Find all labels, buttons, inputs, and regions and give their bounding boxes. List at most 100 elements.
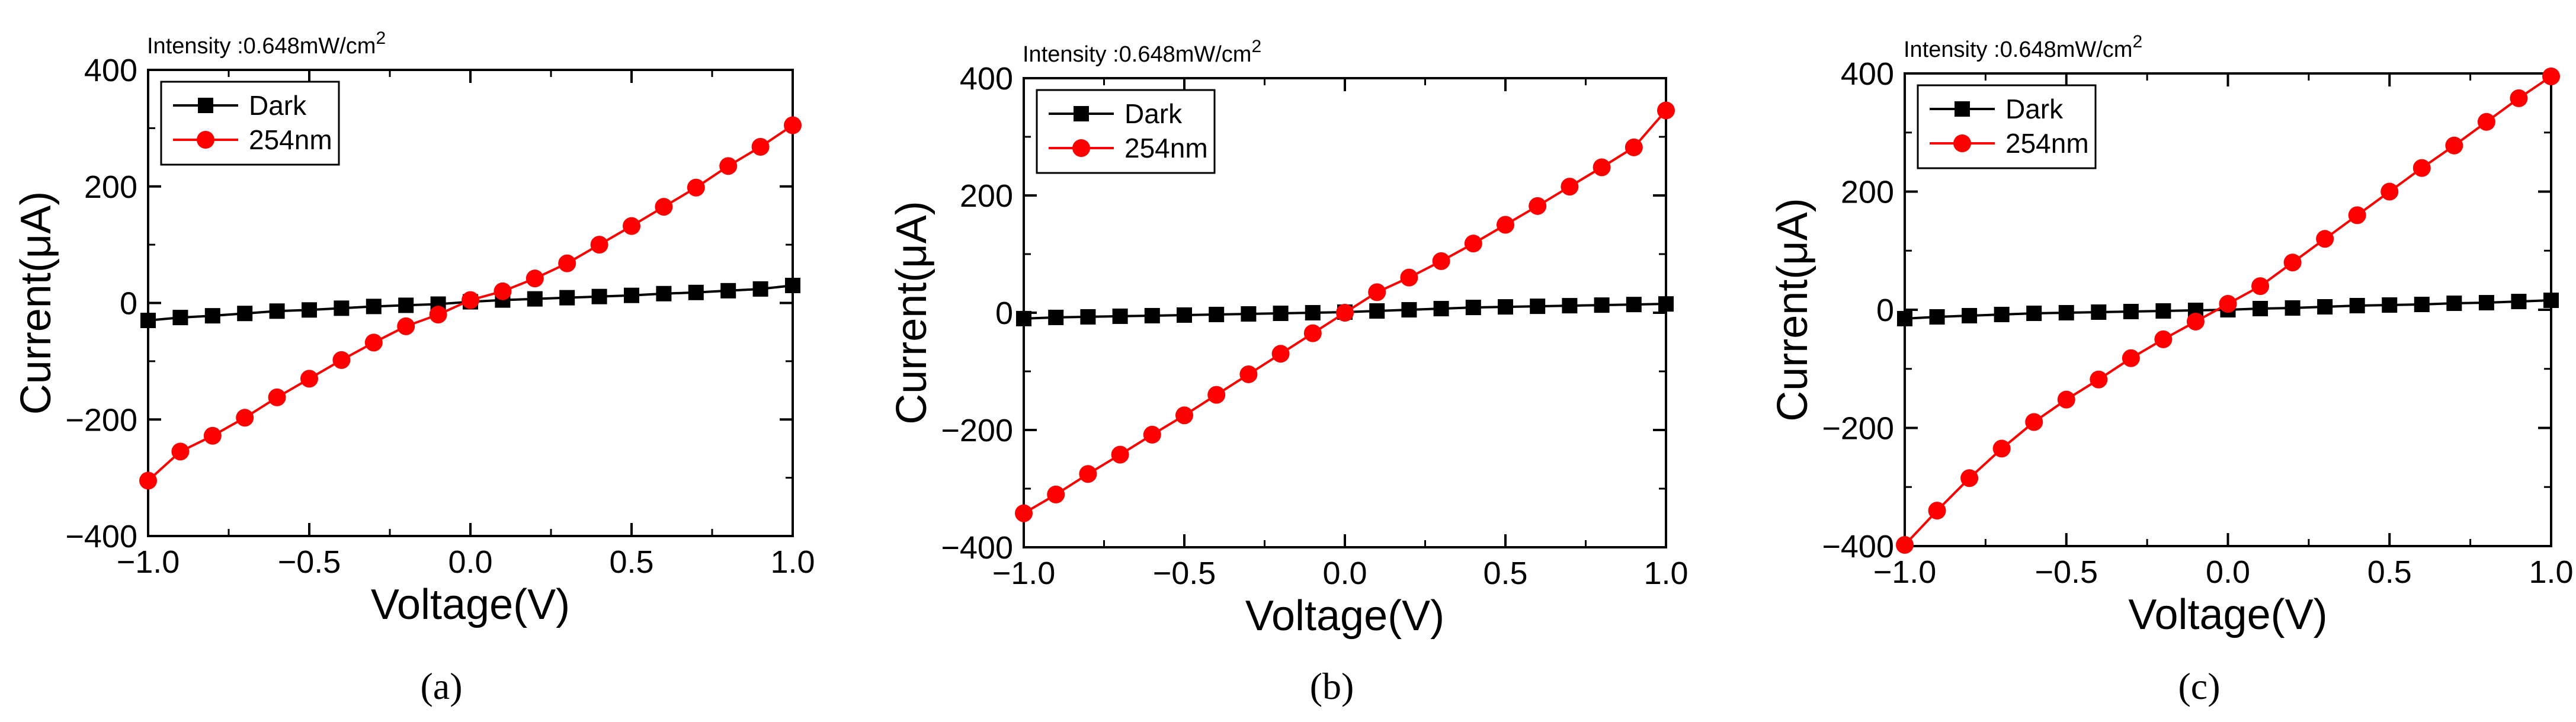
data-point-uv — [2090, 370, 2108, 389]
legend-box — [1917, 84, 2097, 169]
y-tick-label: −200 — [65, 402, 137, 438]
data-point-dark — [1433, 301, 1449, 317]
data-point-uv — [1336, 304, 1354, 322]
data-point-uv — [1464, 235, 1482, 253]
data-point-uv — [590, 236, 608, 254]
panel-label: (b) — [1310, 665, 1354, 707]
data-point-dark — [2285, 300, 2301, 316]
data-point-dark — [688, 284, 704, 300]
data-point-uv — [494, 282, 512, 300]
data-point-dark — [2317, 299, 2333, 315]
y-tick-label: 0 — [995, 296, 1013, 331]
y-tick-label: −400 — [1822, 529, 1894, 564]
data-point-uv — [1992, 439, 2011, 458]
data-point-uv — [655, 198, 673, 216]
data-point-uv — [526, 269, 544, 288]
data-point-uv — [2154, 330, 2173, 348]
data-point-uv — [1625, 138, 1643, 156]
data-point-dark — [1562, 298, 1578, 314]
data-point-uv — [1657, 101, 1675, 120]
data-point-dark — [1994, 306, 2010, 322]
data-point-dark — [1530, 299, 1546, 315]
x-axis-title: Voltage(V) — [2128, 591, 2327, 638]
x-tick-label: −0.5 — [2034, 554, 2098, 590]
data-point-dark — [559, 290, 575, 306]
x-axis-title: Voltage(V) — [371, 581, 570, 628]
data-point-uv — [171, 442, 190, 461]
data-point-uv — [397, 317, 415, 335]
data-point-uv — [2445, 136, 2463, 155]
data-point-dark — [1144, 307, 1160, 323]
x-tick-label: −1.0 — [992, 556, 1056, 591]
chart-panel-2: −1.0 −0.5 0.0 0.5 1.0 400 200 0 −200 −400 Voltage(… — [888, 37, 1689, 707]
data-point-dark — [2543, 293, 2559, 309]
data-point-dark — [302, 302, 317, 318]
data-point-dark — [1594, 297, 1610, 313]
data-point-dark — [204, 308, 220, 324]
data-point-uv — [1239, 365, 1258, 383]
legend-label: 254nm — [1124, 133, 1208, 163]
data-point-dark — [1112, 308, 1128, 324]
y-tick-label: 0 — [1876, 293, 1894, 328]
data-point-uv — [332, 351, 351, 369]
legend-marker-uv — [1072, 139, 1090, 157]
data-point-dark — [2446, 296, 2462, 312]
y-tick-label: −400 — [941, 530, 1013, 566]
series-uv — [1015, 101, 1675, 522]
x-tick-label: 0.5 — [2367, 554, 2412, 590]
y-axis-title: Current(μA) — [888, 201, 935, 425]
data-point-uv — [1432, 252, 1450, 270]
data-point-uv — [236, 409, 254, 427]
data-point-uv — [1111, 445, 1129, 464]
data-point-uv — [1497, 216, 1514, 234]
x-tick-label: −0.5 — [1153, 556, 1216, 591]
x-tick-label: 1.0 — [2529, 554, 2573, 590]
legend-label: Dark — [249, 90, 307, 121]
y-tick-label: 200 — [84, 169, 137, 205]
series-uv — [1896, 67, 2560, 554]
data-point-uv — [2412, 159, 2431, 177]
data-point-uv — [2380, 182, 2399, 201]
data-point-uv — [2025, 413, 2043, 431]
data-point-dark — [2414, 297, 2430, 313]
data-point-dark — [1305, 305, 1321, 320]
data-point-uv — [2219, 295, 2237, 313]
y-tick-label: 400 — [960, 61, 1013, 97]
legend-marker-uv — [197, 131, 214, 149]
data-point-uv — [2186, 312, 2205, 330]
data-point-dark — [591, 288, 607, 304]
data-point-dark — [656, 285, 672, 301]
panel-label: (a) — [420, 665, 462, 707]
x-axis-title: Voltage(V) — [1245, 592, 1444, 640]
data-point-dark — [1498, 299, 1513, 315]
data-point-dark — [1177, 307, 1192, 323]
data-point-uv — [1593, 158, 1611, 177]
y-tick-label: −200 — [1822, 411, 1894, 447]
data-point-dark — [1016, 310, 1031, 326]
y-axis-title: Current(μA) — [12, 191, 60, 415]
data-point-uv — [1928, 502, 1946, 520]
data-point-uv — [719, 157, 738, 175]
data-point-uv — [1896, 536, 1914, 554]
data-point-dark — [1209, 306, 1225, 322]
x-tick-label: −1.0 — [1873, 554, 1937, 590]
data-point-dark — [140, 313, 156, 329]
x-tick-label: 0.0 — [2206, 554, 2250, 590]
data-point-uv — [687, 178, 705, 197]
legend-label: 254nm — [2005, 128, 2089, 159]
data-point-dark — [1658, 296, 1674, 312]
data-point-uv — [203, 426, 222, 445]
data-point-dark — [2478, 295, 2494, 311]
x-tick-label: −0.5 — [278, 544, 341, 580]
data-point-dark — [752, 281, 768, 297]
data-point-dark — [2349, 298, 2365, 314]
data-point-uv — [623, 217, 640, 235]
y-tick-label: 400 — [84, 53, 137, 88]
legend-marker-dark — [1955, 101, 1970, 117]
data-point-uv — [2057, 390, 2075, 409]
data-point-dark — [1401, 302, 1417, 318]
y-axis-title: Current(μA) — [1769, 198, 1816, 422]
data-point-dark — [1080, 309, 1096, 325]
